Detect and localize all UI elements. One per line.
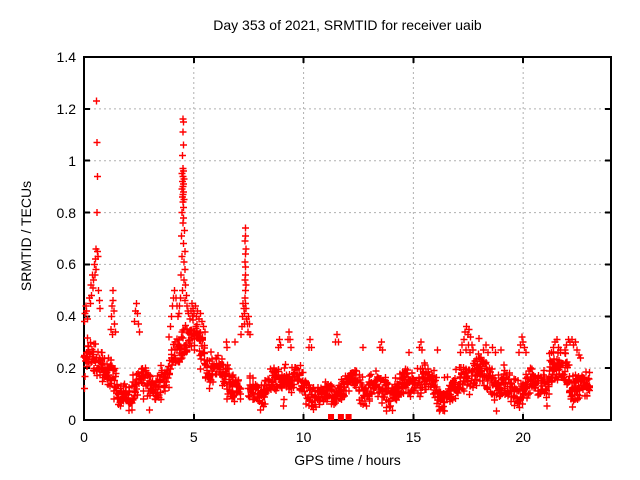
x-tick-label: 20 [515,429,531,445]
zero-value-square [328,414,335,420]
y-tick-label: 1.2 [56,100,76,117]
zero-value-square [337,414,344,420]
y-tick-label: 0 [68,412,76,428]
zero-value-square [345,414,352,420]
x-tick-label: 15 [405,429,422,445]
x-tick-label: 10 [295,429,312,445]
x-tick-label: 0 [80,429,88,445]
chart-title: Day 353 of 2021, SRMTID for receiver uai… [213,17,482,33]
x-axis-label: GPS time / hours [294,452,401,468]
y-tick-label: 0.4 [56,308,76,325]
grid-lines [84,57,611,420]
y-tick-label: 0.8 [56,204,76,221]
y-tick-label: 0.6 [56,256,76,273]
y-tick-label: 1 [68,152,76,169]
y-tick-label: 1.4 [56,49,76,65]
y-tick-label: 0.2 [56,360,76,377]
data-points [80,97,593,415]
x-tick-label: 5 [189,429,198,445]
